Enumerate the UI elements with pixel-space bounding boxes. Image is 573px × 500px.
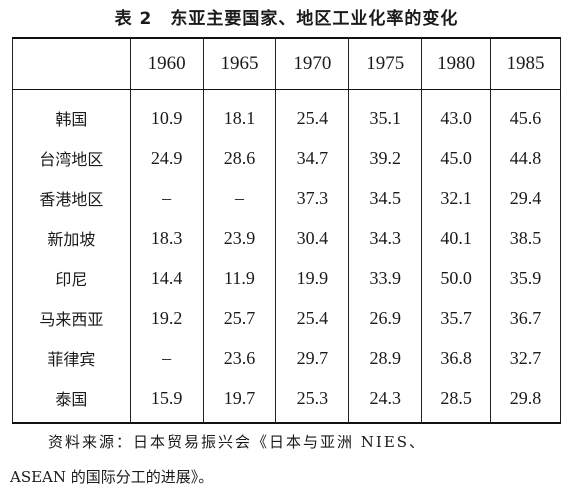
year-header: 1965 (202, 38, 277, 90)
data-cell: 45.0 (421, 138, 492, 178)
data-cell: 25.4 (275, 298, 350, 338)
data-cell: 24.3 (348, 378, 423, 423)
data-cell: 29.8 (490, 378, 561, 423)
data-cell: 25.7 (202, 298, 277, 338)
data-cell: 18.1 (202, 89, 277, 138)
table-row: 泰国 15.9 19.7 25.3 24.3 28.5 29.8 (12, 378, 561, 423)
data-cell: 34.3 (348, 218, 423, 258)
data-cell: 28.5 (421, 378, 492, 423)
data-cell: 25.3 (275, 378, 350, 423)
data-cell: 35.7 (421, 298, 492, 338)
data-cell: 29.7 (275, 338, 350, 378)
industrialization-table: 1960 1965 1970 1975 1980 1985 韩国 10.9 18.1… (12, 37, 561, 424)
data-cell: 24.9 (129, 138, 204, 178)
data-cell: 45.6 (490, 89, 561, 138)
row-label: 泰国 (12, 378, 131, 423)
source-line-1: 资料来源：日本贸易振兴会《日本与亚洲 NIES、 (48, 433, 427, 451)
data-cell: 36.7 (490, 298, 561, 338)
year-header: 1985 (490, 38, 561, 90)
row-label: 印尼 (12, 258, 131, 298)
data-cell: 19.9 (275, 258, 350, 298)
data-cell: 33.9 (348, 258, 423, 298)
data-cell: 39.2 (348, 138, 423, 178)
data-cell: – (202, 178, 277, 218)
data-cell: 25.4 (275, 89, 350, 138)
year-header: 1970 (275, 38, 350, 90)
data-cell: 34.5 (348, 178, 423, 218)
data-cell: 18.3 (129, 218, 204, 258)
year-header: 1975 (348, 38, 423, 90)
header-row: 1960 1965 1970 1975 1980 1985 (12, 38, 561, 90)
data-cell: 35.1 (348, 89, 423, 138)
data-cell: 10.9 (129, 89, 204, 138)
data-cell: 11.9 (202, 258, 277, 298)
data-cell: 35.9 (490, 258, 561, 298)
row-label: 香港地区 (12, 178, 131, 218)
data-cell: 23.6 (202, 338, 277, 378)
data-cell: 38.5 (490, 218, 561, 258)
data-cell: 14.4 (129, 258, 204, 298)
data-cell: 28.9 (348, 338, 423, 378)
year-header: 1980 (421, 38, 492, 90)
table-row: 香港地区 – –37.3 34.5 32.1 29.4 (12, 178, 561, 218)
data-cell: 32.1 (421, 178, 492, 218)
table-row: 台湾地区 24.9 28.6 34.7 39.2 45.0 44.8 (12, 138, 561, 178)
data-cell: 32.7 (490, 338, 561, 378)
row-label: 台湾地区 (12, 138, 131, 178)
data-cell: 26.9 (348, 298, 423, 338)
table-row: 印尼 14.4 11.9 19.9 33.9 50.0 35.9 (12, 258, 561, 298)
source-note: 资料来源：日本贸易振兴会《日本与亚洲 NIES、 ASEAN 的国际分工的进展》… (10, 425, 565, 495)
data-cell: 19.2 (129, 298, 204, 338)
data-cell: 23.9 (202, 218, 277, 258)
data-cell: 29.4 (490, 178, 561, 218)
data-cell: 28.6 (202, 138, 277, 178)
year-header: 1960 (129, 38, 204, 90)
data-cell: 50.0 (421, 258, 492, 298)
source-line-2: ASEAN 的国际分工的进展》。 (10, 468, 214, 486)
row-label: 菲律宾 (12, 338, 131, 378)
data-cell: 43.0 (421, 89, 492, 138)
data-cell: 44.8 (490, 138, 561, 178)
table-row: 菲律宾 –23.6 29.7 28.9 36.8 32.7 (12, 338, 561, 378)
data-cell: 34.7 (275, 138, 350, 178)
data-cell: 30.4 (275, 218, 350, 258)
data-cell: 15.9 (129, 378, 204, 423)
corner-cell (12, 38, 131, 90)
row-label: 韩国 (12, 89, 131, 138)
data-cell: 19.7 (202, 378, 277, 423)
data-cell: – (129, 178, 204, 218)
table-title: 表 2 东亚主要国家、地区工业化率的变化 (114, 9, 459, 29)
data-cell: – (129, 338, 204, 378)
row-label: 马来西亚 (12, 298, 131, 338)
data-cell: 40.1 (421, 218, 492, 258)
table-row: 马来西亚 19.2 25.7 25.4 26.9 35.7 36.7 (12, 298, 561, 338)
table-row: 韩国 10.9 18.1 25.4 35.1 43.0 45.6 (12, 89, 561, 138)
data-cell: 37.3 (275, 178, 350, 218)
row-label: 新加坡 (12, 218, 131, 258)
data-cell: 36.8 (421, 338, 492, 378)
table-row: 新加坡 18.3 23.9 30.4 34.3 40.1 38.5 (12, 218, 561, 258)
